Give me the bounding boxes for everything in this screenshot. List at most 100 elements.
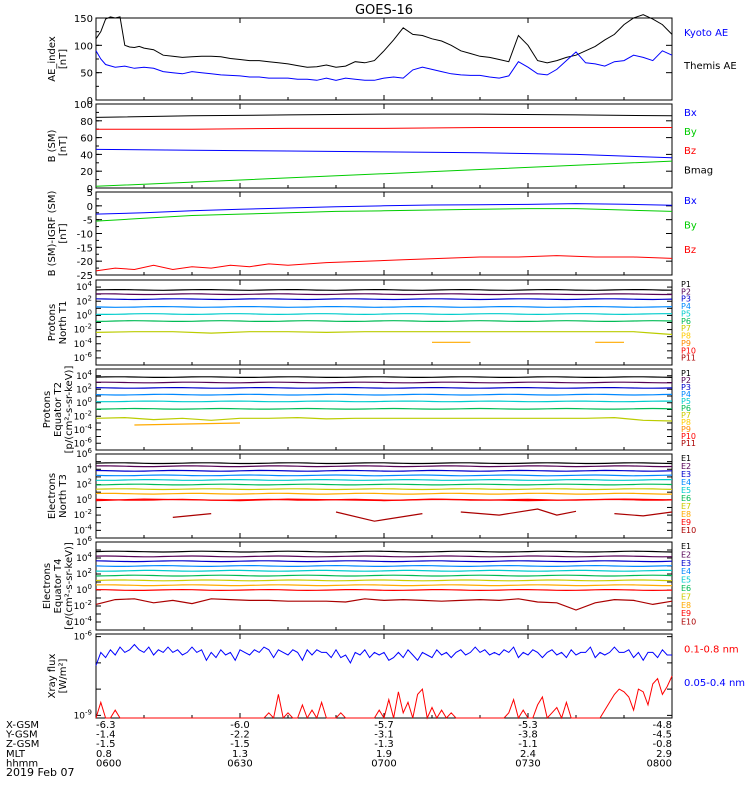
y-tick-label: 10-4 xyxy=(74,523,93,536)
channel-line xyxy=(95,564,673,568)
series-by xyxy=(95,208,673,222)
legend-by: By xyxy=(684,220,697,231)
legend-e1: E1 xyxy=(681,542,691,551)
channel-line xyxy=(95,550,673,553)
legend-p6: P6 xyxy=(681,404,691,413)
channel-line xyxy=(96,400,672,403)
row-value: -1.5 xyxy=(230,739,250,750)
y-tick-label: 10-9 xyxy=(74,708,92,721)
channel-line xyxy=(95,483,673,486)
legend-e1: E1 xyxy=(681,454,691,463)
row-value: 0800 xyxy=(647,758,672,769)
channel-line xyxy=(95,574,673,577)
channel-line xyxy=(95,579,673,582)
legend-p2: P2 xyxy=(681,287,691,296)
y-axis-label: ElectronsEquator T4[e/(cm²-s-sr-keV)] xyxy=(42,542,75,630)
y-tick-label: 0 xyxy=(87,96,93,107)
legend-p4: P4 xyxy=(681,302,691,311)
legend-e4: E4 xyxy=(681,567,691,576)
row-value: -6.0 xyxy=(230,720,250,731)
row-value: 0.8 xyxy=(96,749,112,760)
y-tick-label: -25 xyxy=(77,271,93,282)
channel-line xyxy=(95,331,673,336)
channel-line xyxy=(95,492,672,495)
legend-by: By xyxy=(684,127,697,138)
panel-1: 0 50 100 150 AE_index[nT] Kyoto AE Themis AE xyxy=(47,14,737,107)
panel-frame xyxy=(95,633,673,719)
y-axis-label: B (SM)-IGRF (SM)[nT] xyxy=(47,191,69,277)
legend-e6: E6 xyxy=(681,494,691,503)
y-tick-label: 102 xyxy=(76,478,92,491)
channel-line xyxy=(96,381,672,384)
channel-line xyxy=(96,479,672,481)
y-tick-label: 10-2 xyxy=(74,409,92,422)
row-value: 0630 xyxy=(227,758,252,769)
channel-line xyxy=(95,462,673,465)
y-axis-label: AE_index[nT] xyxy=(47,36,69,82)
legend-p5: P5 xyxy=(681,309,691,318)
panel-frame xyxy=(95,17,673,101)
legend-kyoto-ae: Kyoto AE xyxy=(684,28,728,39)
row-label-hhmm: hhmm xyxy=(6,758,38,769)
legend-bx: Bx xyxy=(684,108,697,119)
legend-e2: E2 xyxy=(681,550,691,559)
y-axis-label: ProtonsEquator T2[p/(cm²-s-sr-keV)] xyxy=(42,366,75,454)
y-tick-label: 0 xyxy=(87,202,93,213)
legend-p1: P1 xyxy=(681,280,691,289)
legend-0-1-0-8-nm: 0.1-0.8 nm xyxy=(684,644,739,655)
legend-p2: P2 xyxy=(681,376,691,385)
y-tick-label: 10-6 xyxy=(74,630,93,643)
panel-frame xyxy=(95,103,673,189)
series-by xyxy=(95,160,673,187)
y-tick-label: 150 xyxy=(74,14,93,25)
y-tick-label: 0 xyxy=(87,184,93,195)
y-tick-label: 60 xyxy=(80,134,93,145)
plot-title: GOES-16 xyxy=(355,3,413,18)
channel-line xyxy=(95,416,673,422)
y-tick-label: 40 xyxy=(80,150,93,161)
channel-line xyxy=(95,555,673,558)
legend-p10: P10 xyxy=(681,346,696,355)
y-tick-label: 104 xyxy=(76,462,92,475)
legend-p4: P4 xyxy=(681,390,691,399)
row-value: 2.9 xyxy=(656,749,672,760)
date-label: 2019 Feb 07 xyxy=(6,766,74,779)
legend-e10: E10 xyxy=(681,618,696,627)
y-tick-label: 10-4 xyxy=(74,423,93,436)
legend-p11: P11 xyxy=(681,354,696,363)
legend-e2: E2 xyxy=(681,462,691,471)
series-0.1-0.8-nm xyxy=(95,675,673,720)
series-bmag xyxy=(95,113,673,118)
y-tick-label: -15 xyxy=(77,243,93,254)
channel-line xyxy=(95,298,673,301)
panel-8: 10-9 10-6 Xray flux[W/m²] 0.1-0.8 nm 0.05-0.… xyxy=(47,630,745,722)
channel-line xyxy=(95,407,673,410)
y-tick-label: 10-2 xyxy=(74,323,92,336)
legend-e8: E8 xyxy=(681,601,691,610)
channel-line xyxy=(95,498,673,502)
legend-p10: P10 xyxy=(681,432,696,441)
panel-frame xyxy=(95,191,673,276)
legend-bmag: Bmag xyxy=(684,165,713,176)
y-tick-label: 10-6 xyxy=(74,436,93,449)
legend-e6: E6 xyxy=(681,584,691,593)
y-tick-label: 100 xyxy=(74,41,93,52)
legend-p5: P5 xyxy=(681,397,691,406)
channel-line xyxy=(95,560,673,563)
legend-e7: E7 xyxy=(681,502,691,511)
row-value: -4.8 xyxy=(652,720,672,731)
legend-p8: P8 xyxy=(681,418,691,427)
series-bz xyxy=(96,127,672,130)
channel-line xyxy=(95,474,673,477)
channel-line xyxy=(95,584,672,587)
y-tick-label: 100 xyxy=(76,583,92,596)
legend-e3: E3 xyxy=(681,470,691,479)
y-axis-label: ElectronsNorth T3 xyxy=(47,473,69,519)
channel-line xyxy=(95,588,673,592)
y-tick-label: -5 xyxy=(83,216,93,227)
legend-e7: E7 xyxy=(681,592,691,601)
